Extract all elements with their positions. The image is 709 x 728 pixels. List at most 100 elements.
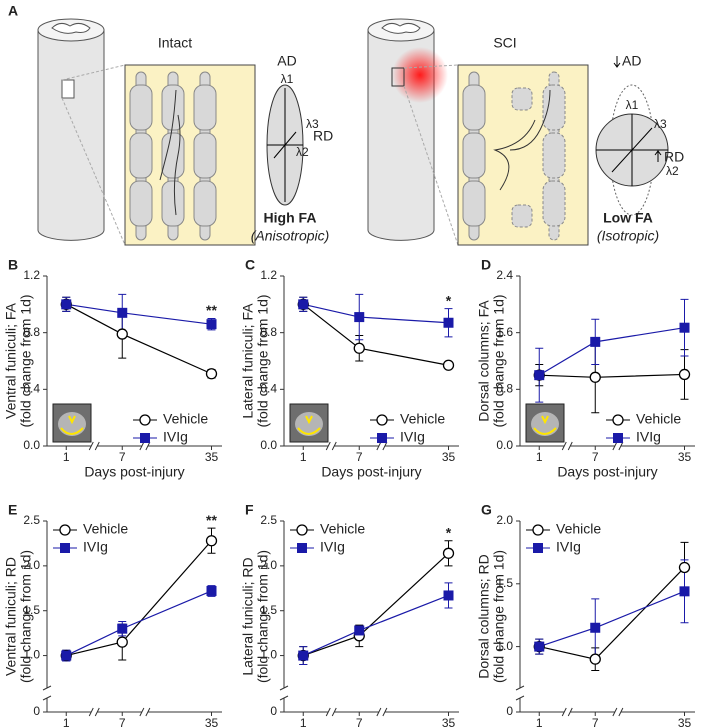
lambda-label: λ1 [281, 72, 294, 86]
marker [61, 650, 72, 661]
y-tick-label: 2.5 [260, 513, 277, 527]
axis-break [279, 685, 289, 701]
legend-label: IVIg [636, 429, 661, 445]
panel-letter: A [8, 3, 18, 19]
y-tick-label: 0 [270, 704, 277, 718]
series-line [66, 540, 212, 657]
y-tick-label: 0 [506, 704, 513, 718]
series-line [303, 303, 449, 324]
series-line [302, 303, 449, 366]
fa-kind: (Anisotropic) [251, 228, 330, 244]
x-tick-label: 7 [592, 716, 599, 728]
rd-label: RD [313, 128, 333, 144]
axis-break [612, 441, 624, 451]
panel-letter: D [481, 257, 491, 273]
x-tick-label: 35 [442, 716, 456, 728]
legend-marker [140, 433, 150, 443]
marker [298, 650, 309, 661]
legend-marker [613, 433, 623, 443]
legend-label: Vehicle [83, 521, 128, 537]
axis-break [325, 441, 337, 451]
y-tick-label: 0.8 [23, 325, 40, 339]
x-tick-label: 1 [536, 450, 543, 464]
marker [590, 336, 601, 347]
y-tick-label: 0.8 [496, 382, 513, 396]
fa-kind: (Isotropic) [597, 228, 659, 244]
y-tick-label: 1.0 [260, 648, 277, 662]
marker [442, 547, 455, 559]
marker [61, 299, 72, 310]
panel-letter: B [8, 257, 18, 273]
x-tick-label: 7 [119, 716, 126, 728]
marker [442, 359, 455, 371]
y-tick-label: 1.2 [260, 268, 277, 282]
legend-label: IVIg [400, 429, 425, 445]
chart-panel: 01.01.52.02.51735Days post-injuryLateral… [240, 502, 459, 728]
fa-label: High FA [264, 210, 317, 226]
panel-letter: G [481, 502, 492, 518]
marker [117, 307, 128, 318]
y-tick-label: 0.0 [23, 438, 40, 452]
y-axis-label: (fold change from 1d) [255, 294, 271, 427]
marker [589, 653, 601, 665]
marker [117, 623, 128, 634]
diagram-title: SCI [493, 35, 516, 51]
legend-marker [377, 433, 387, 443]
marker [298, 299, 309, 310]
x-tick-label: 7 [592, 450, 599, 464]
marker [534, 641, 545, 652]
axis-break [515, 685, 525, 701]
y-tick-label: 1.2 [23, 268, 40, 282]
marker [116, 636, 128, 648]
y-tick-label: 0.0 [496, 438, 513, 452]
axis-break [42, 685, 52, 701]
y-axis-label: Lateral funiculi; FA [240, 303, 256, 419]
x-tick-label: 35 [442, 450, 456, 464]
y-tick-label: 1.6 [496, 325, 513, 339]
fa-label: Low FA [603, 210, 653, 226]
panel-letter: C [245, 257, 255, 273]
y-tick-label: 2.5 [23, 513, 40, 527]
marker [534, 370, 545, 381]
marker [589, 371, 601, 383]
y-tick-label: 0.8 [260, 325, 277, 339]
y-axis-label: (fold change from 1d) [18, 550, 34, 683]
y-tick-label: 0.4 [23, 382, 40, 396]
y-axis-label: (fold change from 1d) [255, 550, 271, 683]
marker [443, 590, 454, 601]
rd-label: RD [664, 149, 684, 165]
lambda-label: λ3 [654, 117, 667, 131]
inset-image [533, 415, 557, 435]
lambda-label: λ2 [296, 145, 309, 159]
x-tick-label: 1 [536, 716, 543, 728]
x-tick-label: 7 [356, 450, 363, 464]
legend-marker [139, 414, 151, 426]
x-tick-label: 35 [205, 450, 219, 464]
x-tick-label: 35 [205, 716, 219, 728]
y-tick-label: 0.4 [260, 382, 277, 396]
axis-break [325, 707, 337, 717]
x-tick-label: 1 [300, 450, 307, 464]
legend-label: Vehicle [636, 411, 681, 427]
diagram-sci [367, 18, 669, 246]
legend-marker [59, 524, 71, 536]
y-tick-label: 0 [33, 704, 40, 718]
series-line [303, 594, 449, 657]
legend-label: IVIg [83, 539, 108, 555]
marker [206, 319, 217, 330]
marker [679, 586, 690, 597]
y-tick-label: 1.0 [496, 639, 513, 653]
legend-label: IVIg [163, 429, 188, 445]
legend-label: Vehicle [400, 411, 445, 427]
inset-image [297, 415, 321, 435]
legend-label: IVIg [320, 539, 345, 555]
marker [678, 561, 691, 574]
y-tick-label: 2.0 [23, 558, 40, 572]
ad-label: AD [277, 53, 296, 69]
diagram-intact [37, 18, 304, 246]
ad-label: AD [622, 53, 641, 69]
x-tick-label: 1 [63, 450, 70, 464]
y-axis-label: (fold change from 1d) [491, 550, 507, 683]
chart-panel: 01.01.52.02.51735Days post-injuryVentral… [3, 502, 222, 728]
